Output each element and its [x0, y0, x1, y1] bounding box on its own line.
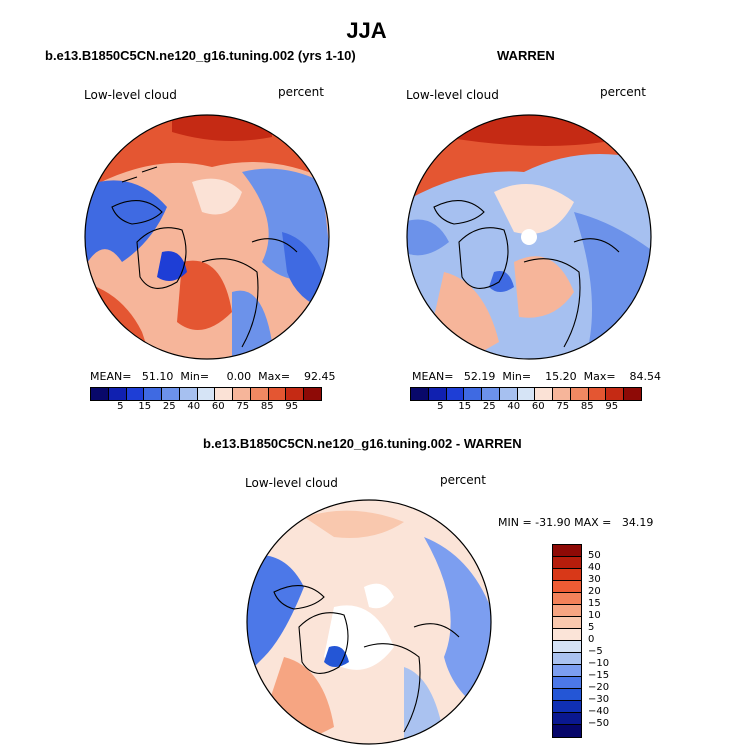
colorbar-tick-label: 25: [162, 401, 176, 412]
diff-colorbar-labels: 50 40 30 20 15 10 5 0 −5 −10 −15 −20 −30 −40 −50: [588, 550, 609, 730]
colorbar-swatch: [428, 388, 447, 400]
colorbar-tick-label: −30: [588, 694, 610, 705]
colorbar-tick-label: −20: [588, 682, 610, 693]
colorbar-swatch: [446, 388, 465, 400]
colorbar-swatch: [553, 653, 581, 665]
diff-stats: MIN = -31.90 MAX = 34.19: [498, 516, 654, 529]
colorbar-tick-label: 0: [588, 634, 595, 645]
right-variable-label: Low-level cloud: [406, 88, 499, 102]
colorbar-swatch: [464, 388, 483, 400]
colorbar-swatch: [411, 388, 429, 400]
colorbar-swatch: [250, 388, 269, 400]
colorbar-tick-label: 25: [482, 401, 496, 412]
colorbar-tick-label: −50: [588, 718, 610, 729]
colorbar-tick-label: 15: [138, 401, 152, 412]
colorbar-tick-label: 5: [588, 622, 595, 633]
colorbar-swatch: [553, 557, 581, 569]
colorbar-tick-label: 40: [588, 562, 601, 573]
colorbar-tick-label: 10: [588, 610, 601, 621]
right-panel-title: WARREN: [497, 48, 555, 63]
colorbar-swatch: [553, 593, 581, 605]
colorbar-tick-label: 40: [187, 401, 201, 412]
colorbar-tick-label: −15: [588, 670, 610, 681]
colorbar-swatch: [588, 388, 607, 400]
colorbar-tick-label: −10: [588, 658, 610, 669]
colorbar-swatch: [553, 617, 581, 629]
colorbar-tick-label: 75: [556, 401, 570, 412]
colorbar-swatch: [91, 388, 109, 400]
right-units-label: percent: [600, 85, 646, 99]
diff-polar-map: [244, 497, 494, 747]
colorbar-swatch: [624, 388, 641, 400]
colorbar-swatch: [553, 629, 581, 641]
colorbar-tick-label: 75: [236, 401, 250, 412]
colorbar-tick-label: −40: [588, 706, 610, 717]
colorbar-swatch: [179, 388, 198, 400]
colorbar-swatch: [553, 545, 581, 557]
colorbar-swatch: [482, 388, 500, 400]
colorbar-tick-label: 60: [211, 401, 225, 412]
right-stats: MEAN= 52.19 Min= 15.20 Max= 84.54: [412, 370, 662, 383]
colorbar-tick-label: 20: [588, 586, 601, 597]
colorbar-swatch: [126, 388, 145, 400]
colorbar-swatch: [215, 388, 234, 400]
colorbar-tick-label: 5: [117, 401, 124, 412]
colorbar-swatch: [553, 641, 581, 653]
colorbar-swatch: [286, 388, 305, 400]
left-colorbar: 5 15 25 40 60 75 85 95: [90, 387, 322, 412]
colorbar-swatch: [553, 677, 581, 689]
colorbar-swatch: [553, 388, 571, 400]
colorbar-swatch: [553, 689, 581, 701]
colorbar-tick-label: 85: [580, 401, 594, 412]
colorbar-swatch: [144, 388, 163, 400]
colorbar-tick-label: 30: [588, 574, 601, 585]
colorbar-swatch: [162, 388, 180, 400]
colorbar-swatch: [553, 581, 581, 593]
colorbar-swatch: [553, 569, 581, 581]
figure-title: JJA: [346, 18, 387, 43]
colorbar-swatch: [517, 388, 536, 400]
colorbar-swatch: [108, 388, 127, 400]
left-units-label: percent: [278, 85, 324, 99]
diff-panel-title: b.e13.B1850C5CN.ne120_g16.tuning.002 - W…: [203, 436, 522, 451]
diff-variable-label: Low-level cloud: [245, 476, 338, 490]
colorbar-tick-label: −5: [588, 646, 603, 657]
colorbar-swatch: [553, 665, 581, 677]
colorbar-tick-label: 85: [260, 401, 274, 412]
colorbar-tick-label: 95: [605, 401, 619, 412]
colorbar-swatch: [233, 388, 251, 400]
colorbar-swatch: [553, 725, 581, 737]
colorbar-swatch: [304, 388, 321, 400]
colorbar-swatch: [499, 388, 518, 400]
left-variable-label: Low-level cloud: [84, 88, 177, 102]
left-panel-title: b.e13.B1850C5CN.ne120_g16.tuning.002 (yr…: [45, 48, 356, 63]
right-polar-map: [404, 112, 654, 362]
colorbar-swatch: [606, 388, 625, 400]
right-colorbar: 5 15 25 40 60 75 85 95: [410, 387, 642, 412]
colorbar-tick-label: 15: [458, 401, 472, 412]
colorbar-tick-label: 40: [507, 401, 521, 412]
diff-colorbar: [552, 544, 582, 738]
left-stats: MEAN= 51.10 Min= 0.00 Max= 92.45: [90, 370, 336, 383]
colorbar-swatch: [570, 388, 589, 400]
diff-units-label: percent: [440, 473, 486, 487]
colorbar-swatch: [553, 713, 581, 725]
colorbar-swatch: [553, 701, 581, 713]
colorbar-tick-label: 5: [437, 401, 444, 412]
colorbar-tick-label: 60: [531, 401, 545, 412]
left-polar-map: [82, 112, 332, 362]
colorbar-swatch: [268, 388, 287, 400]
colorbar-tick-label: 95: [285, 401, 299, 412]
colorbar-swatch: [535, 388, 554, 400]
colorbar-tick-label: 50: [588, 550, 601, 561]
colorbar-tick-label: 15: [588, 598, 601, 609]
colorbar-swatch: [553, 605, 581, 617]
colorbar-swatch: [197, 388, 216, 400]
